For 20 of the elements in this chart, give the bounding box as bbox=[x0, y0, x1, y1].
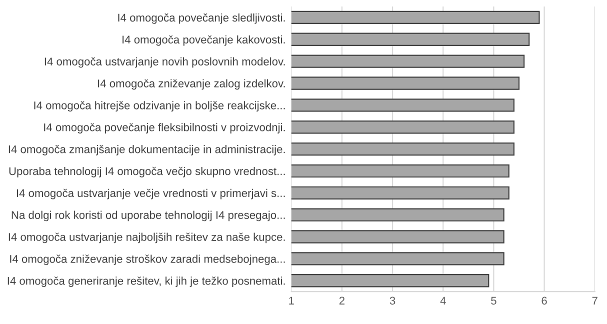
y-tick-label: I4 omogoča zniževanje zalog izdelkov. bbox=[98, 79, 285, 90]
y-tick-label: I4 omogoča ustvarjanje novih poslovnih modelov. bbox=[44, 57, 285, 68]
x-tick-label: 5 bbox=[491, 296, 496, 305]
y-tick-label: I4 omogoča ustvarjanje najboljših rešitev za naše kupce. bbox=[8, 232, 285, 244]
y-tick-label: I4 omogoča povečanje fleksibilnosti v proizvodnji. bbox=[44, 123, 285, 134]
x-tick-label: 6 bbox=[542, 296, 547, 305]
x-tick-label: 2 bbox=[339, 296, 344, 305]
x-tick-label: 3 bbox=[390, 296, 396, 305]
y-tick-label: Na dolgi rok koristi od uporabe tehnologij I4 presegajo... bbox=[12, 210, 285, 222]
x-tick-label: 1 bbox=[289, 296, 294, 305]
y-tick-label: I4 omogoča povečanje kakovosti. bbox=[122, 35, 285, 46]
y-tick-label: Uporaba tehnologij I4 omogoča večjo skupno vrednost... bbox=[9, 166, 285, 178]
y-tick-label: I4 omogoča zniževanje stroškov zaradi medsebojnega... bbox=[10, 254, 285, 266]
y-tick-label: I4 omogoča hitrejše odzivanje in boljše reakcijske... bbox=[34, 101, 285, 112]
y-tick-label: I4 omogoča povečanje sledljivosti. bbox=[118, 13, 285, 24]
x-tick-label: 4 bbox=[440, 296, 446, 305]
y-tick-label: I4 omogoča ustvarjanje večje vrednosti v primerjavi s... bbox=[16, 188, 285, 200]
y-tick-label: I4 omogoča generiranje rešitev, ki jih je težko posnemati. bbox=[8, 276, 285, 287]
x-tick-label: 7 bbox=[592, 296, 598, 305]
y-tick-label: I4 omogoča zmanjšanje dokumentacije in administracije. bbox=[8, 144, 285, 156]
